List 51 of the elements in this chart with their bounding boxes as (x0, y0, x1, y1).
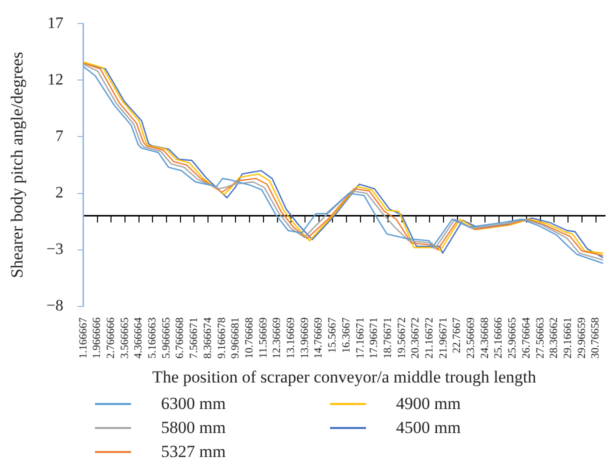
x-tick-label: 30.76658 (590, 316, 602, 359)
y-tick-label: 2 (55, 184, 64, 202)
x-tick-label: 28.36662 (548, 317, 560, 359)
x-tick-label: 17.96671 (368, 317, 380, 359)
y-tick-label: −3 (46, 241, 64, 258)
x-tick-label: 29.16661 (562, 317, 574, 359)
legend-label: 5800 mm (161, 418, 226, 438)
x-tick-label: 20.36672 (410, 317, 422, 359)
legend-label: 5327 mm (161, 442, 226, 462)
x-axis-title: The position of scraper conveyor/a middle trough length (152, 367, 537, 386)
x-tick-label: 4.366664 (132, 316, 145, 359)
y-tick-label: 17 (47, 14, 64, 32)
x-tick-label: 11.56669 (257, 316, 270, 358)
x-tick-label: 22.7667 (451, 316, 464, 354)
x-tick-label: 1.966666 (91, 316, 104, 359)
x-tick-label: 21.96671 (437, 317, 450, 359)
legend-label: 4900 mm (396, 394, 461, 414)
x-tick-label: 26.76664 (520, 316, 532, 359)
x-tick-label: 13.96669 (298, 316, 311, 359)
x-tick-label: 8.366674 (202, 316, 214, 359)
y-tick-label: 7 (55, 128, 64, 145)
y-tick-label: −8 (46, 298, 64, 315)
x-tick-label: 10.76668 (243, 316, 256, 359)
x-tick-label: 13.16669 (285, 316, 298, 359)
legend-label: 4500 mm (396, 418, 461, 438)
y-tick-label: 12 (47, 71, 64, 88)
x-tick-label: 18.76671 (382, 317, 394, 359)
x-tick-label: 2.766666 (105, 316, 118, 359)
y-axis-title: Shearer body pitch angle/degrees (8, 52, 27, 278)
x-tick-label: 5.166663 (146, 316, 159, 359)
x-tick-label: 16.3667 (340, 316, 352, 354)
x-tick-label: 1.166667 (77, 316, 90, 359)
x-tick-label: 9.166678 (216, 316, 228, 359)
x-tick-label: 27.56663 (534, 316, 546, 359)
x-tick-label: 9.966681 (230, 317, 242, 359)
x-tick-label: 7.566671 (188, 317, 200, 359)
x-tick-label: 14.76669 (312, 316, 325, 359)
x-tick-label: 17.16671 (354, 317, 366, 359)
x-tick-label: 29.96659 (576, 316, 588, 359)
x-tick-label: 24.36668 (478, 316, 491, 359)
x-tick-label: 21.16672 (423, 317, 436, 359)
x-tick-label: 15.5667 (326, 316, 339, 354)
x-tick-label: 12.36669 (271, 316, 284, 359)
x-tick-label: 25.16666 (492, 316, 505, 359)
x-tick-label: 3.566665 (118, 316, 131, 359)
x-tick-label: 6.766668 (174, 316, 186, 359)
legend-label: 6300 mm (161, 394, 226, 414)
x-tick-label: 5.966665 (160, 316, 172, 359)
x-tick-label: 25.96665 (506, 316, 519, 359)
x-tick-label: 19.56672 (396, 317, 408, 359)
x-tick-label: 23.56669 (465, 316, 478, 359)
